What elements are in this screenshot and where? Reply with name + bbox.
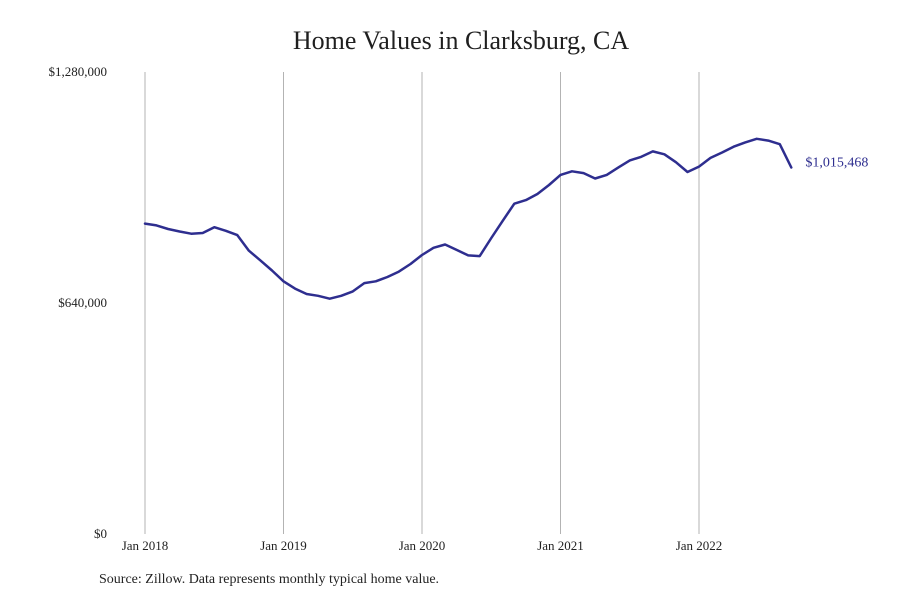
y-axis: $0 $640,000 $1,280,000: [49, 64, 108, 541]
x-axis: Jan 2018 Jan 2019 Jan 2020 Jan 2021 Jan 2022: [122, 538, 723, 553]
x-tick-label: Jan 2019: [260, 538, 307, 553]
gridlines: [144, 72, 700, 534]
y-tick-label: $640,000: [58, 295, 107, 310]
y-tick-label: $1,280,000: [49, 64, 108, 79]
x-tick-label: Jan 2022: [676, 538, 723, 553]
series: $1,015,468: [143, 137, 868, 300]
y-tick-label: $0: [94, 526, 107, 541]
series-line: [143, 137, 793, 300]
x-tick-label: Jan 2020: [399, 538, 446, 553]
x-tick-label: Jan 2018: [122, 538, 169, 553]
end-value-label: $1,015,468: [805, 155, 868, 170]
chart-title: Home Values in Clarksburg, CA: [292, 26, 630, 55]
x-tick-label: Jan 2021: [537, 538, 584, 553]
source-note: Source: Zillow. Data represents monthly …: [99, 572, 440, 587]
